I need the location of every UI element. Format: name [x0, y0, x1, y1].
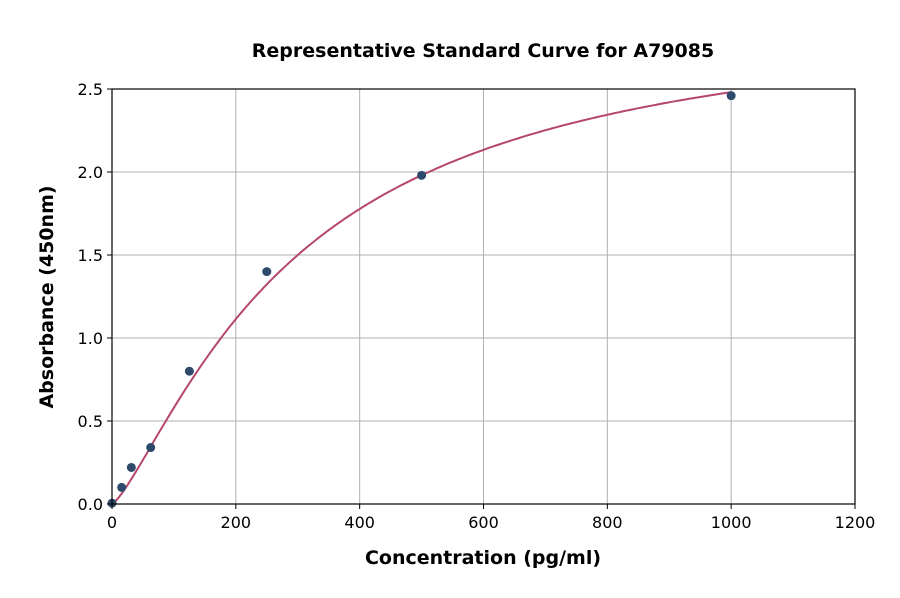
fit-curve — [111, 91, 732, 505]
data-point — [726, 91, 736, 101]
y-tick-label: 0.0 — [78, 495, 103, 514]
y-tick-label: 1.0 — [78, 329, 103, 348]
y-tick-label: 1.5 — [78, 246, 103, 265]
x-tick-label: 200 — [221, 513, 252, 532]
x-tick-label: 800 — [592, 513, 623, 532]
data-point — [262, 267, 272, 277]
y-axis-label: Absorbance (450nm) — [36, 185, 58, 408]
x-tick-label: 1200 — [835, 513, 876, 532]
data-point — [417, 170, 427, 180]
data-point — [126, 462, 136, 472]
data-point — [184, 366, 194, 376]
x-tick-label: 1000 — [711, 513, 752, 532]
x-tick-label: 0 — [107, 513, 117, 532]
y-tick-label: 2.0 — [78, 163, 103, 182]
y-tick-label: 0.5 — [78, 412, 103, 431]
x-tick-label: 600 — [468, 513, 499, 532]
data-point — [117, 482, 127, 492]
x-tick-label: 400 — [344, 513, 375, 532]
data-point — [146, 443, 156, 453]
chart-title: Representative Standard Curve for A79085 — [252, 40, 714, 62]
x-axis-label: Concentration (pg/ml) — [365, 547, 601, 569]
y-tick-label: 2.5 — [78, 80, 103, 99]
